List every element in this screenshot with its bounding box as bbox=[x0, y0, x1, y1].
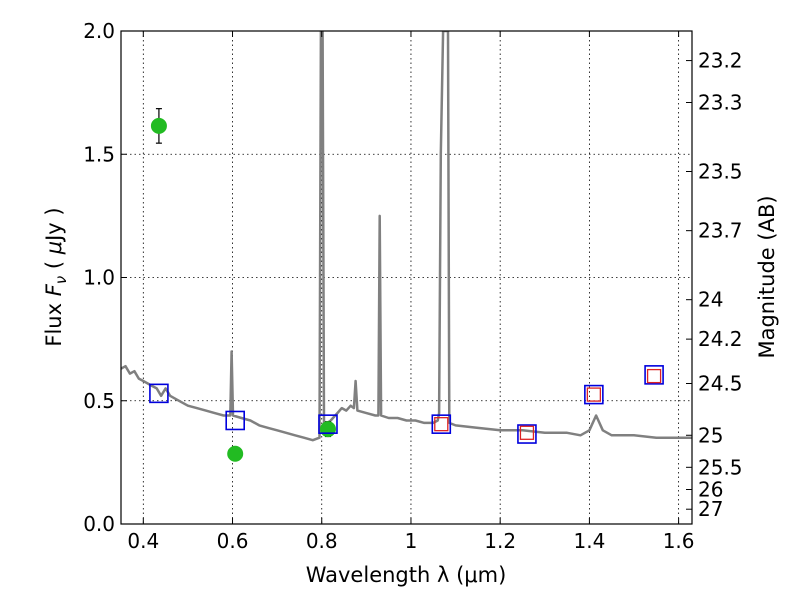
observed-circle-point bbox=[150, 117, 167, 134]
y-axis-title-part: ( bbox=[42, 254, 66, 276]
spectrum-line bbox=[121, 31, 692, 442]
y-axis-title-part: μ bbox=[42, 241, 66, 255]
right-tick-label: 23.2 bbox=[698, 49, 743, 73]
y-axis-title-part: F bbox=[42, 283, 66, 296]
x-tick-label: 1.2 bbox=[484, 529, 516, 553]
right-tick-label: 26 bbox=[698, 477, 723, 501]
y-tick-label: 0.0 bbox=[83, 512, 115, 536]
observed-circle-point bbox=[319, 421, 336, 438]
axis-layer: 0.4 0.6 0.8 1 1.2 1.4 1.6 0.0 0.5 1.0 1.5 2.0 23.2 23… bbox=[83, 19, 742, 553]
spectrum-layer bbox=[121, 31, 692, 442]
upper-limit-square-point bbox=[519, 425, 535, 440]
y-axis-title-part: Flux bbox=[42, 296, 66, 346]
right-tick-label: 24.5 bbox=[698, 371, 743, 395]
right-tick-label: 25 bbox=[698, 423, 723, 447]
upper-limit-square-point bbox=[646, 368, 662, 384]
x-tick-label: 1.6 bbox=[663, 529, 695, 553]
model-square-point bbox=[584, 384, 604, 405]
x-tick-label: 1.4 bbox=[573, 529, 605, 553]
model-square-point bbox=[318, 414, 338, 434]
y-tick-label: 1.5 bbox=[83, 142, 115, 166]
y-tick-label: 0.5 bbox=[83, 389, 115, 413]
model-square-point bbox=[225, 410, 245, 431]
y-axis-title-part: Jy ) bbox=[42, 207, 66, 243]
right-tick-label: 23.5 bbox=[698, 160, 743, 184]
upper-limit-square-point bbox=[434, 417, 449, 432]
model-square-point bbox=[431, 414, 452, 434]
x-tick-label: 0.8 bbox=[306, 529, 338, 553]
marker-layer bbox=[149, 108, 664, 462]
right-axis-title: Magnitude (AB) bbox=[755, 195, 779, 358]
x-axis-title: Wavelength λ (μm) bbox=[306, 563, 507, 587]
right-tick-label: 23.7 bbox=[698, 219, 743, 243]
x-tick-label: 0.4 bbox=[127, 529, 159, 553]
y-axis-title: Flux Fν ( μJy ) bbox=[42, 207, 70, 346]
upper-limit-square-point bbox=[586, 387, 602, 402]
x-tick-label: 1 bbox=[405, 529, 418, 553]
right-tick-label: 23.3 bbox=[698, 90, 743, 114]
observed-circle-point bbox=[227, 445, 244, 462]
x-tick-label: 0.6 bbox=[217, 529, 249, 553]
right-tick-label: 24 bbox=[698, 288, 723, 312]
y-tick-label: 2.0 bbox=[83, 19, 115, 43]
model-square-point bbox=[644, 365, 664, 385]
model-square-point bbox=[517, 424, 537, 444]
right-tick-label: 25.5 bbox=[698, 455, 743, 479]
y-axis-title-part: ν bbox=[52, 276, 70, 284]
right-tick-label: 24.2 bbox=[698, 327, 743, 351]
model-square-point bbox=[149, 383, 169, 404]
right-tick-label: 27 bbox=[698, 497, 723, 521]
y-tick-label: 1.0 bbox=[83, 266, 115, 290]
